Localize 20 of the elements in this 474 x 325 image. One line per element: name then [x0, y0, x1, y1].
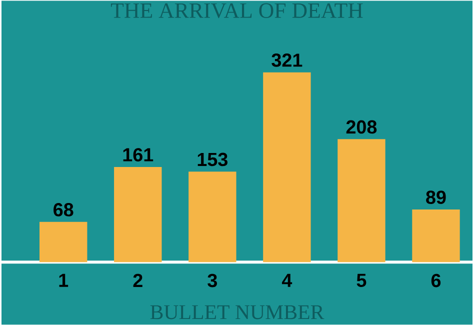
- x-tick-label: 2: [133, 274, 142, 288]
- data-label: 153: [198, 152, 228, 166]
- x-tick-label: 6: [431, 274, 441, 288]
- bar: [338, 139, 386, 262]
- data-label: 208: [346, 120, 377, 134]
- bar: [114, 167, 162, 262]
- data-label: 321: [272, 54, 302, 68]
- x-axis-title: BULLET NUMBER: [150, 305, 324, 320]
- bar: [263, 72, 311, 262]
- data-label: 89: [426, 190, 446, 204]
- x-tick-label: 4: [282, 274, 292, 287]
- data-label: 161: [123, 148, 154, 162]
- x-tick-label: 3: [208, 274, 217, 288]
- chart-title: THE ARRIVAL OF DEATH: [110, 3, 363, 18]
- bar: [40, 222, 88, 262]
- data-label: 68: [54, 203, 74, 217]
- bar: [188, 172, 236, 262]
- bar: [412, 210, 460, 262]
- x-tick-label: 5: [356, 274, 366, 288]
- x-tick-label: 1: [59, 274, 68, 287]
